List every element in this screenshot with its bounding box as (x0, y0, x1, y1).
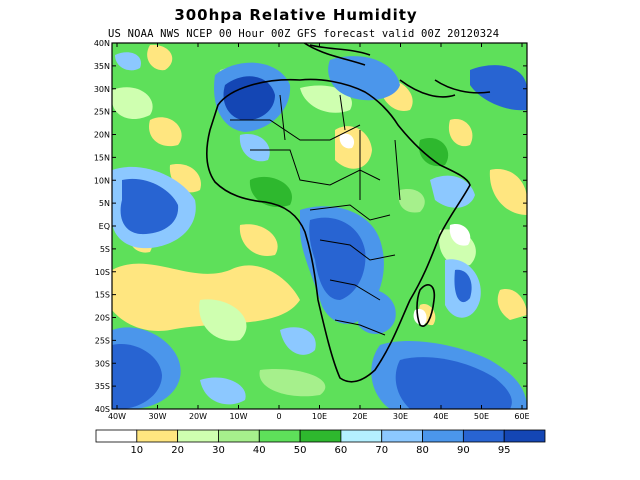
chart-subtitle: US NOAA NWS NCEP 00 Hour 00Z GFS forecas… (108, 28, 500, 40)
legend-label: 50 (294, 445, 307, 456)
lat-label: 10S (95, 268, 110, 277)
legend-label: 80 (416, 445, 429, 456)
legend-swatch (299, 429, 342, 443)
lon-label: 10W (229, 412, 247, 421)
legend-label: 60 (335, 445, 348, 456)
legend-swatch (340, 429, 383, 443)
legend-label: 90 (457, 445, 470, 456)
lat-label: 5N (99, 199, 110, 208)
lon-label: 30E (393, 412, 408, 421)
legend-swatch (381, 429, 423, 443)
lon-label: 0 (276, 412, 281, 421)
legend-swatch (95, 429, 138, 443)
legend-swatch (503, 429, 546, 443)
lat-label: 15S (95, 291, 110, 300)
lat-label: 40N (94, 39, 110, 48)
lon-label: 50E (474, 412, 489, 421)
lat-label: 35N (94, 62, 110, 71)
lat-label: 30N (94, 85, 110, 94)
legend-label: 40 (253, 445, 266, 456)
legend-swatch (136, 429, 179, 443)
legend-label: 70 (375, 445, 388, 456)
lat-label: 20N (94, 131, 110, 140)
lon-label: 30W (148, 412, 166, 421)
lat-label: 30S (95, 359, 110, 368)
legend-label: 10 (130, 445, 143, 456)
legend-swatch (218, 429, 260, 443)
legend-swatch (258, 429, 301, 443)
lon-label: 40W (108, 412, 126, 421)
lat-label: 35S (95, 382, 110, 391)
lat-label: 10N (94, 176, 110, 185)
longitude-ticks: 40W 30W 20W 10W 0 10E 20E 30E 40E 50E 60E (108, 43, 530, 421)
legend-swatch (422, 429, 464, 443)
africa-coastline (205, 43, 491, 383)
legend-label: 20 (171, 445, 184, 456)
lat-label: 5S (100, 245, 110, 254)
lon-label: 60E (514, 412, 529, 421)
country-borders (230, 94, 401, 336)
chart-title: 300hpa Relative Humidity (174, 6, 418, 24)
lat-label: 20S (95, 314, 110, 323)
lon-label: 10E (312, 412, 327, 421)
lat-label: EQ (99, 222, 110, 231)
lat-label: 25N (94, 108, 110, 117)
lon-label: 40E (433, 412, 448, 421)
lat-label: 15N (94, 153, 110, 162)
humidity-field (112, 43, 527, 409)
color-legend: 10 20 30 40 50 60 70 80 90 95 (95, 429, 546, 456)
lat-label: 40S (95, 405, 110, 414)
latitude-ticks: 40N 35N 30N 25N 20N 15N 10N 5N EQ 5S 10S 15S 20S 25S 3… (94, 39, 527, 414)
lon-label: 20W (189, 412, 207, 421)
legend-swatch (177, 429, 219, 443)
lon-label: 20E (352, 412, 367, 421)
legend-swatch (462, 429, 505, 443)
legend-label: 30 (212, 445, 225, 456)
legend-label: 95 (498, 445, 511, 456)
lat-label: 25S (95, 336, 110, 345)
